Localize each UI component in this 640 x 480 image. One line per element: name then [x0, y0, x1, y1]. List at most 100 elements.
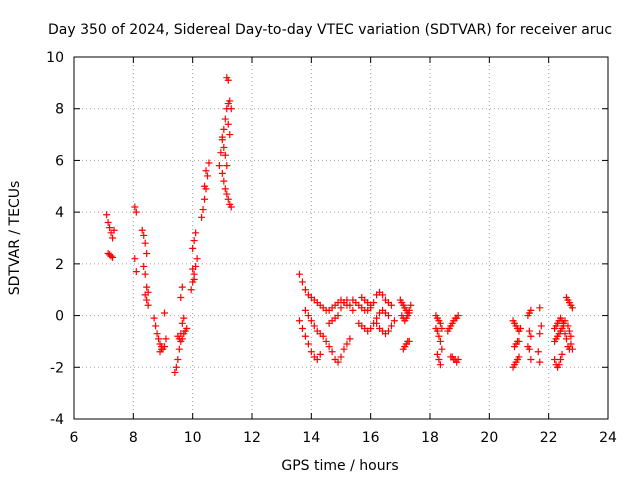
data-point: [132, 268, 140, 276]
data-point: [527, 332, 535, 340]
series: [551, 314, 570, 371]
series: [396, 296, 415, 353]
data-point: [337, 353, 345, 361]
data-point: [162, 335, 170, 343]
data-point: [561, 330, 569, 338]
data-point: [384, 312, 392, 320]
x-tick-label: 12: [243, 430, 261, 446]
data-point: [205, 159, 213, 167]
data-point: [525, 327, 533, 335]
data-point: [171, 368, 179, 376]
data-point: [536, 304, 544, 312]
data-point: [337, 304, 345, 312]
data-point: [140, 231, 148, 239]
data-point: [218, 133, 226, 141]
data-point: [183, 325, 191, 332]
data-point: [346, 301, 354, 309]
data-point: [226, 131, 234, 139]
data-point: [343, 296, 351, 304]
data-point: [367, 301, 375, 309]
data-point: [567, 332, 575, 340]
data-point: [178, 319, 186, 327]
data-point: [310, 322, 318, 330]
data-point: [527, 306, 535, 314]
data-point: [106, 224, 114, 232]
data-point: [407, 301, 415, 309]
data-point: [152, 322, 160, 330]
series: [524, 304, 545, 366]
data-point: [295, 317, 303, 325]
data-point: [405, 306, 413, 314]
data-point: [436, 361, 444, 369]
data-point: [220, 125, 228, 133]
data-point: [189, 244, 197, 252]
data-point: [558, 325, 566, 332]
data-point: [174, 356, 182, 364]
data-point: [215, 162, 223, 170]
y-tick-label: -4: [50, 412, 64, 428]
data-point: [226, 97, 234, 105]
data-point: [325, 343, 333, 351]
y-tick-labels: -4 -2 0 2 4 6 8 10: [46, 50, 64, 428]
data-point: [178, 283, 186, 291]
data-point: [160, 309, 168, 317]
x-tick-label: 24: [599, 430, 617, 446]
data-point: [223, 190, 231, 198]
data-point: [537, 322, 545, 330]
data-point: [109, 253, 117, 261]
data-point: [373, 319, 381, 327]
data-point: [349, 306, 357, 314]
data-point: [534, 348, 542, 356]
data-point: [301, 286, 309, 294]
data-point: [227, 203, 235, 211]
data-point: [141, 270, 149, 278]
data-point: [298, 278, 306, 286]
data-point: [143, 250, 151, 258]
data-point: [190, 275, 198, 283]
data-point: [568, 304, 576, 312]
data-point: [224, 120, 232, 128]
data-point: [217, 149, 225, 157]
y-tick-label: 10: [46, 50, 64, 66]
data-point: [436, 337, 444, 345]
data-point: [190, 237, 198, 245]
data-point: [144, 301, 152, 309]
data-points: [103, 74, 576, 376]
data-point: [340, 345, 348, 353]
data-point: [328, 348, 336, 356]
data-point: [316, 350, 324, 358]
data-point: [158, 345, 166, 353]
data-point: [313, 356, 321, 364]
series: [509, 317, 524, 371]
x-tick-label: 20: [480, 430, 498, 446]
data-point: [301, 306, 309, 314]
data-point: [551, 356, 559, 364]
y-tick-label: -2: [50, 360, 64, 376]
data-point: [109, 234, 117, 242]
data-point: [227, 105, 235, 113]
data-point: [138, 226, 146, 234]
x-tick-label: 18: [421, 430, 439, 446]
data-point: [390, 317, 398, 325]
data-point: [224, 76, 232, 84]
data-point: [224, 195, 232, 203]
data-point: [155, 335, 163, 343]
data-point: [438, 345, 446, 353]
data-point: [177, 293, 185, 301]
data-point: [307, 317, 315, 325]
data-point: [515, 337, 523, 345]
data-point: [307, 348, 315, 356]
data-point: [436, 319, 444, 327]
x-tick-label: 6: [70, 430, 79, 446]
data-point: [536, 358, 544, 366]
x-tick-label: 16: [362, 430, 380, 446]
series: [131, 203, 152, 309]
x-tick-labels: 6 8 10 12 14 16 18 20 22 24: [70, 430, 617, 446]
data-point: [319, 332, 327, 340]
y-tick-label: 8: [55, 102, 64, 118]
data-point: [204, 172, 211, 180]
data-point: [201, 195, 209, 203]
data-point: [143, 296, 151, 304]
series: [215, 74, 235, 211]
data-point: [218, 169, 226, 177]
